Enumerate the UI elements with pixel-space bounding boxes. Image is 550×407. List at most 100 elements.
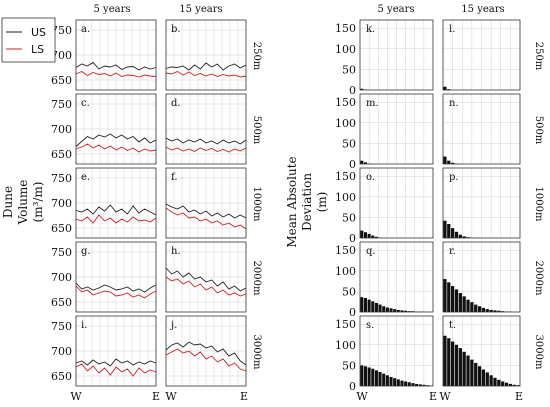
ytick-label: 150 xyxy=(335,244,356,257)
deviation-bar xyxy=(454,289,459,312)
deviation-bar xyxy=(489,375,493,386)
panel-label: k. xyxy=(366,24,375,35)
panel-frame xyxy=(165,93,247,165)
deviation-bar xyxy=(447,338,451,386)
deviation-bar xyxy=(418,384,422,386)
deviation-bar xyxy=(363,162,367,164)
left-row-title-1000m: 1000m xyxy=(251,187,262,222)
volume-panel-b: b. xyxy=(165,19,247,91)
ytick-label: 100 xyxy=(335,191,356,204)
deviation-bar xyxy=(378,372,382,386)
deviation-bar xyxy=(485,309,489,312)
series-us-line xyxy=(165,137,247,145)
right-col-title-15yr: 15 years xyxy=(461,4,504,15)
ytick-label: 650 xyxy=(51,222,72,235)
left-row-title-3000m: 3000m xyxy=(251,335,262,370)
series-ls-line xyxy=(75,70,157,78)
deviation-bar xyxy=(477,366,482,386)
deviation-bar xyxy=(443,220,447,238)
deviation-bar xyxy=(422,384,426,386)
ytick-label: 750 xyxy=(51,98,72,111)
panel-frame xyxy=(442,167,521,239)
deviation-bar xyxy=(470,302,474,312)
series-us-line xyxy=(75,358,157,367)
deviation-bar xyxy=(451,228,455,238)
deviation-bar xyxy=(466,299,470,312)
deviation-bar xyxy=(504,382,509,386)
panel-label: s. xyxy=(366,320,374,331)
deviation-bar xyxy=(508,383,512,386)
series-us-line xyxy=(75,133,157,147)
series-ls-line xyxy=(75,143,157,153)
ytick-label: 100 xyxy=(335,339,356,352)
legend-box xyxy=(1,17,56,63)
deviation-bar xyxy=(360,230,364,238)
deviation-bar xyxy=(481,369,486,386)
left-col-title-15yr: 15 years xyxy=(179,4,222,15)
panel-label: o. xyxy=(366,172,375,183)
volume-panel-e: e. 650 700 750 xyxy=(51,167,157,239)
deviation-bar xyxy=(501,311,505,312)
volume-panel-i: i. 650 700 750 xyxy=(51,315,157,387)
deviation-bar xyxy=(374,236,378,238)
left-col-title-5yr: 5 years xyxy=(94,4,131,15)
ytick-label: 0 xyxy=(349,84,356,97)
series-us-line xyxy=(75,204,157,216)
mad-panel-t: t. xyxy=(442,315,521,387)
right-row-title-3000m: 3000m xyxy=(533,335,544,370)
panel-frame xyxy=(75,93,157,165)
ytick-label: 150 xyxy=(335,170,356,183)
mean-absolute-deviation-figure: 5 years 15 years Mean Absolute Deviation… xyxy=(285,4,544,403)
deviation-bar xyxy=(485,372,489,386)
deviation-bar xyxy=(385,375,389,386)
ytick-label: 50 xyxy=(342,63,356,76)
deviation-bar xyxy=(454,231,459,238)
right-xtick-w-col2: W xyxy=(439,390,451,403)
ytick-label: 750 xyxy=(51,172,72,185)
right-xtick-e-col1: E xyxy=(429,390,437,403)
mad-panel-l: l. xyxy=(442,19,521,91)
panel-label: c. xyxy=(81,98,90,109)
right-xtick-e-col2: E xyxy=(515,390,523,403)
right-xtick-w-col1: W xyxy=(356,390,368,403)
ytick-label: 50 xyxy=(342,211,356,224)
left-xtick-e-col2: E xyxy=(240,390,248,403)
mad-panel-q: q. 0 50 100 150 xyxy=(335,241,434,319)
deviation-bar xyxy=(447,282,451,312)
deviation-bar xyxy=(367,299,371,312)
ytick-label: 650 xyxy=(51,370,72,383)
panel-frame xyxy=(442,241,521,313)
panel-label: g. xyxy=(81,246,91,257)
series-us-line xyxy=(165,267,247,292)
deviation-bar xyxy=(371,368,375,386)
panel-label: t. xyxy=(449,320,456,331)
ytick-label: 700 xyxy=(51,197,72,210)
volume-panel-f: f. xyxy=(165,167,247,239)
ytick-label: 50 xyxy=(342,359,356,372)
ytick-label: 150 xyxy=(335,96,356,109)
left-ylabel-line1: Dune xyxy=(1,186,15,218)
deviation-bar xyxy=(389,376,393,386)
deviation-bar xyxy=(393,309,397,312)
series-us-line xyxy=(165,203,247,219)
deviation-bar xyxy=(426,385,430,386)
deviation-bar xyxy=(447,89,451,90)
mad-panel-m: m. 0 50 100 150 xyxy=(335,93,434,171)
panel-frame xyxy=(359,93,434,165)
deviation-bar xyxy=(363,298,367,312)
panel-label: l. xyxy=(449,24,455,35)
series-us-line xyxy=(165,62,247,71)
left-xtick-w-col2: W xyxy=(165,390,177,403)
deviation-bar xyxy=(374,370,378,386)
deviation-bar xyxy=(497,310,501,312)
deviation-bar xyxy=(385,307,389,312)
right-ylabel-line2: Deviation xyxy=(300,173,314,231)
panel-label: r. xyxy=(449,246,456,257)
deviation-bar xyxy=(382,373,386,386)
deviation-bar xyxy=(466,355,470,386)
deviation-bar xyxy=(474,304,478,312)
ytick-label: 100 xyxy=(335,265,356,278)
deviation-bar xyxy=(451,286,455,312)
ytick-label: 750 xyxy=(51,24,72,37)
left-row-title-2000m: 2000m xyxy=(251,261,262,296)
